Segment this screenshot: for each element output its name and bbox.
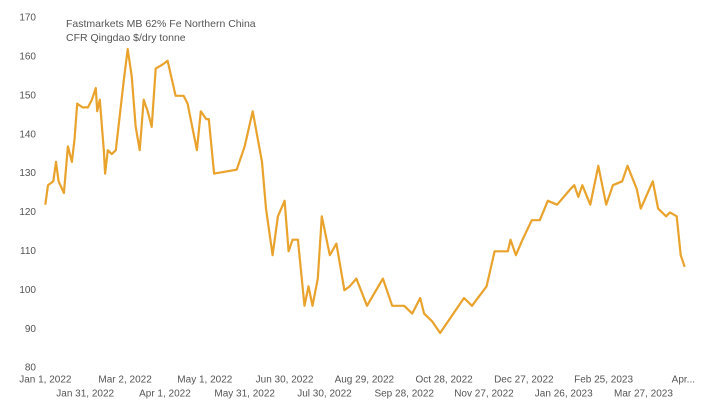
x-tick-label: Jan 1, 2022 <box>19 375 72 386</box>
x-tick-label: Dec 27, 2022 <box>494 375 554 386</box>
y-tick-label: 160 <box>19 52 36 63</box>
y-tick-label: 130 <box>19 168 36 179</box>
chart-title: Fastmarkets MB 62% Fe Northern China <box>66 18 256 30</box>
x-tick-label: Oct 28, 2022 <box>415 375 473 386</box>
y-tick-label: 120 <box>19 207 36 218</box>
x-tick-label: May 1, 2022 <box>177 375 232 386</box>
y-tick-label: 170 <box>19 13 36 24</box>
x-tick-label: Nov 27, 2022 <box>454 389 514 400</box>
y-tick-label: 90 <box>25 324 37 335</box>
x-tick-label: Feb 25, 2023 <box>574 375 633 386</box>
x-tick-label: Mar 27, 2023 <box>614 389 673 400</box>
y-tick-label: 150 <box>19 90 36 101</box>
x-tick-label: Mar 2, 2022 <box>98 375 152 386</box>
x-tick-label: Apr... <box>672 375 695 386</box>
x-tick-label: Jan 26, 2023 <box>535 389 593 400</box>
y-tick-label: 80 <box>25 363 37 374</box>
chart-subtitle: CFR Qingdao $/dry tonne <box>66 32 186 44</box>
x-tick-label: Jul 30, 2022 <box>297 389 352 400</box>
x-tick-label: May 31, 2022 <box>214 389 275 400</box>
x-tick-label: Sep 28, 2022 <box>374 389 434 400</box>
x-tick-label: Aug 29, 2022 <box>335 375 395 386</box>
x-tick-label: Jan 31, 2022 <box>56 389 114 400</box>
y-tick-label: 110 <box>20 246 36 257</box>
x-tick-label: Apr 1, 2022 <box>139 389 191 400</box>
price-line <box>44 48 686 335</box>
x-tick-label: Jun 30, 2022 <box>256 375 314 386</box>
y-tick-label: 140 <box>19 129 36 140</box>
y-tick-label: 100 <box>19 285 36 296</box>
